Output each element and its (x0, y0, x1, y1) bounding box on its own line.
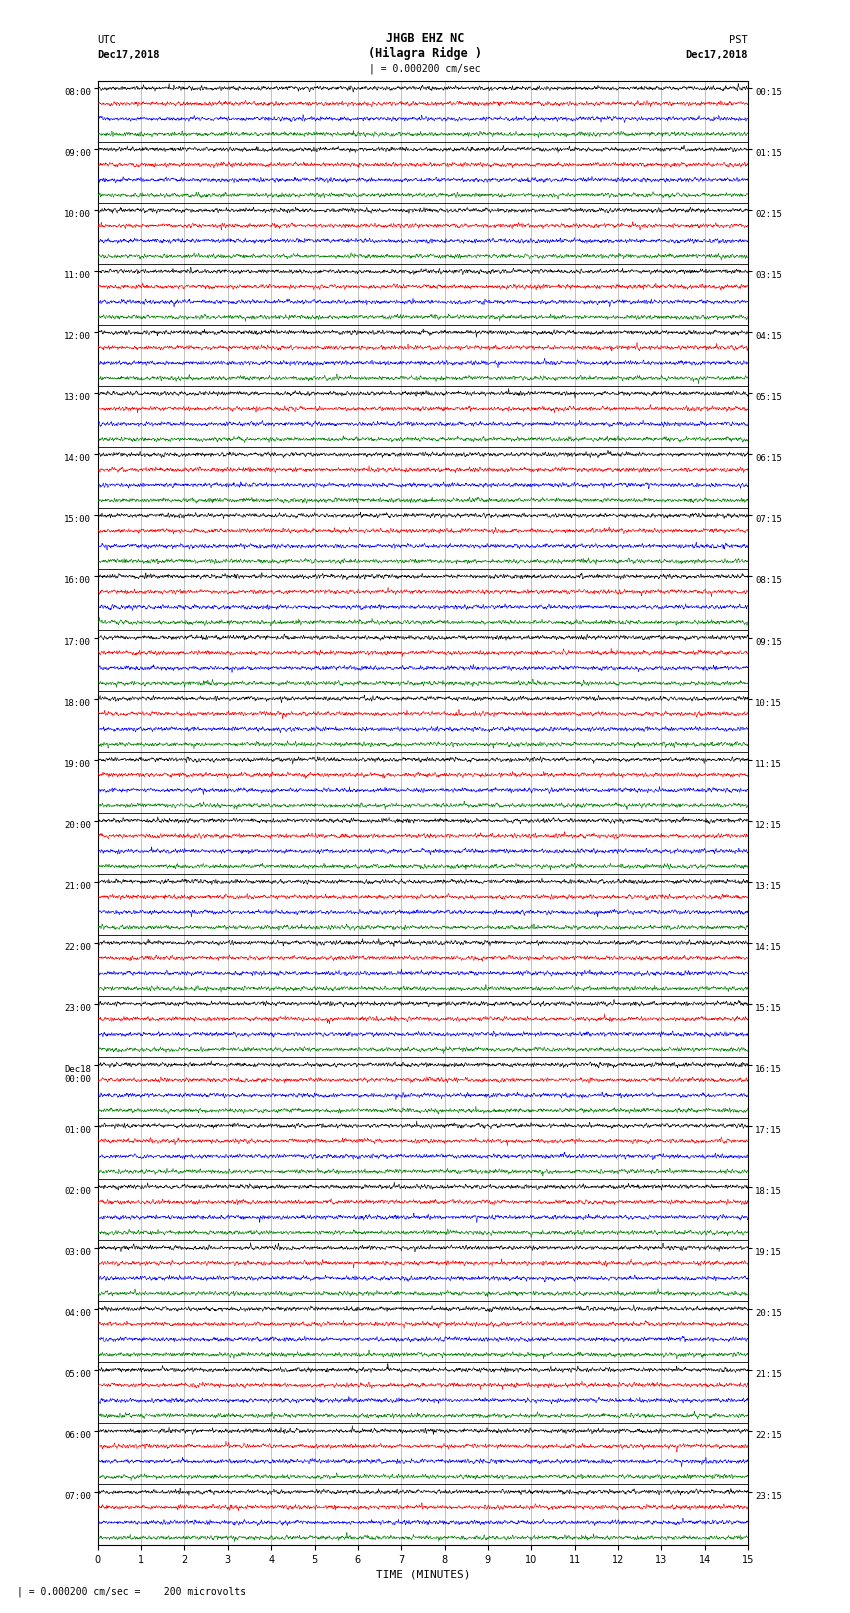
Text: UTC: UTC (98, 35, 116, 45)
Text: Dec17,2018: Dec17,2018 (98, 50, 161, 60)
Text: JHGB EHZ NC: JHGB EHZ NC (386, 32, 464, 45)
Text: (Hilagra Ridge ): (Hilagra Ridge ) (368, 47, 482, 60)
X-axis label: TIME (MINUTES): TIME (MINUTES) (376, 1569, 470, 1579)
Text: | = 0.000200 cm/sec =    200 microvolts: | = 0.000200 cm/sec = 200 microvolts (17, 1586, 246, 1597)
Text: | = 0.000200 cm/sec: | = 0.000200 cm/sec (369, 63, 481, 74)
Text: PST: PST (729, 35, 748, 45)
Text: Dec17,2018: Dec17,2018 (685, 50, 748, 60)
